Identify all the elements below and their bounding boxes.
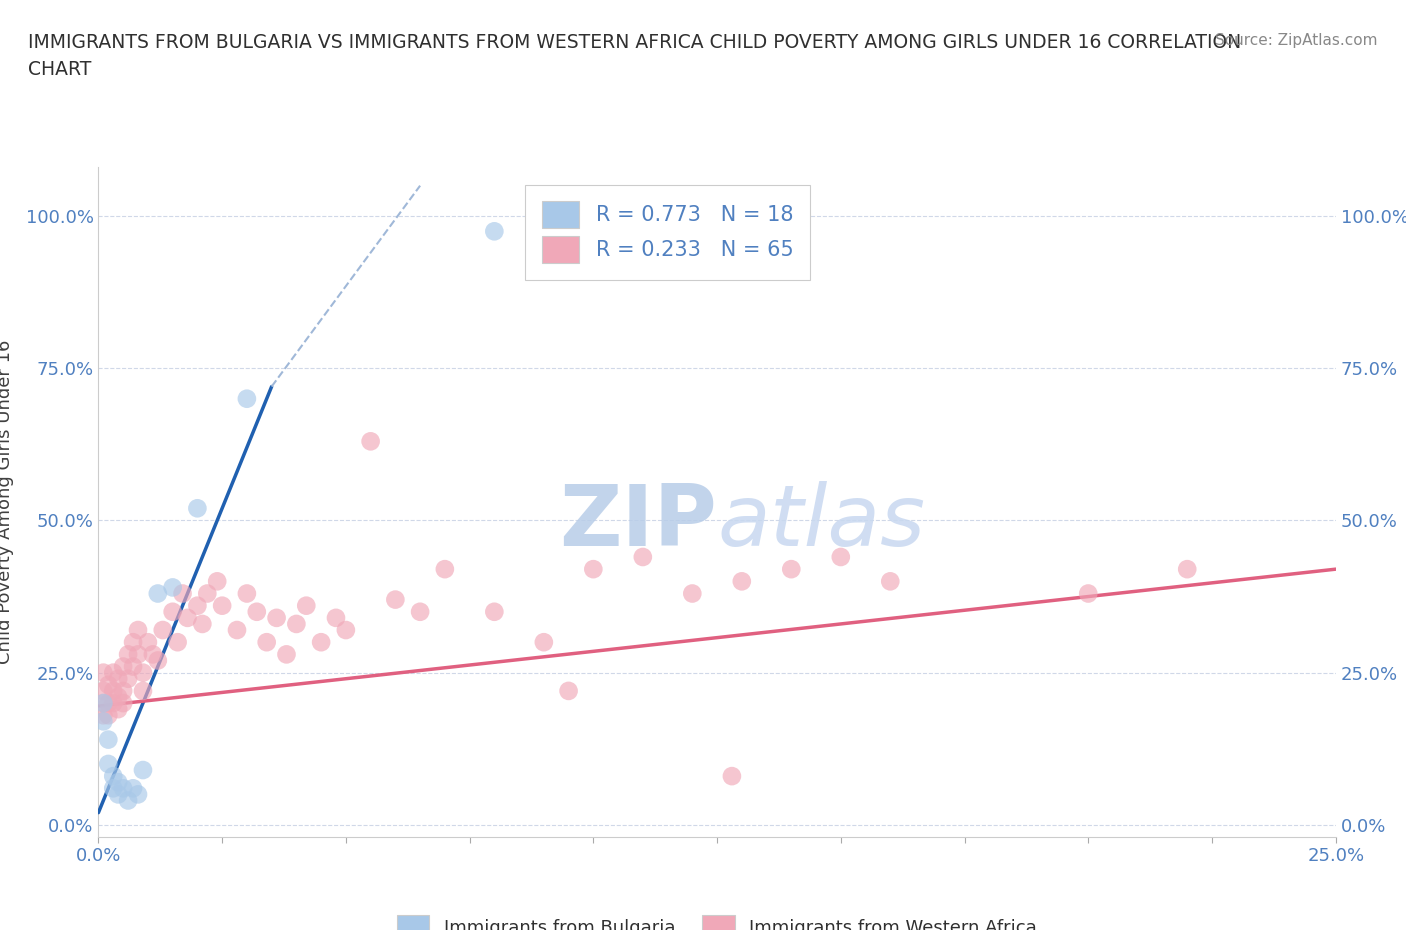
Point bbox=[103, 684, 125, 698]
Point bbox=[557, 684, 579, 698]
Point bbox=[172, 586, 194, 601]
Point bbox=[127, 622, 149, 637]
Point bbox=[93, 696, 115, 711]
Point bbox=[93, 708, 115, 723]
Point bbox=[285, 617, 308, 631]
Point bbox=[97, 677, 120, 692]
Point bbox=[879, 574, 901, 589]
Point bbox=[112, 684, 135, 698]
Point bbox=[276, 647, 298, 662]
Point bbox=[152, 622, 174, 637]
Point bbox=[484, 604, 506, 619]
Point bbox=[103, 696, 125, 711]
Point bbox=[162, 580, 184, 595]
Point bbox=[103, 769, 125, 784]
Text: atlas: atlas bbox=[717, 481, 925, 564]
Point bbox=[236, 586, 259, 601]
Point bbox=[107, 671, 129, 686]
Point bbox=[186, 598, 208, 613]
Point bbox=[107, 689, 129, 704]
Point bbox=[582, 562, 605, 577]
Point bbox=[1077, 586, 1099, 601]
Point bbox=[236, 392, 259, 406]
Point bbox=[256, 635, 278, 650]
Point bbox=[780, 562, 803, 577]
Point bbox=[132, 684, 155, 698]
Point bbox=[127, 787, 149, 802]
Point bbox=[295, 598, 318, 613]
Point bbox=[97, 696, 120, 711]
Point bbox=[117, 647, 139, 662]
Point bbox=[93, 665, 115, 680]
Point bbox=[93, 684, 115, 698]
Point bbox=[132, 665, 155, 680]
Point bbox=[211, 598, 233, 613]
Point bbox=[93, 696, 115, 711]
Point bbox=[830, 550, 852, 565]
Point bbox=[309, 635, 332, 650]
Point bbox=[384, 592, 406, 607]
Point bbox=[122, 659, 145, 674]
Point bbox=[409, 604, 432, 619]
Point bbox=[484, 224, 506, 239]
Point bbox=[631, 550, 654, 565]
Point bbox=[97, 732, 120, 747]
Point bbox=[246, 604, 269, 619]
Legend: Immigrants from Bulgaria, Immigrants from Western Africa: Immigrants from Bulgaria, Immigrants fro… bbox=[388, 907, 1046, 930]
Point bbox=[266, 610, 288, 625]
Point bbox=[176, 610, 198, 625]
Text: IMMIGRANTS FROM BULGARIA VS IMMIGRANTS FROM WESTERN AFRICA CHILD POVERTY AMONG G: IMMIGRANTS FROM BULGARIA VS IMMIGRANTS F… bbox=[28, 33, 1241, 51]
Point bbox=[112, 781, 135, 796]
Point bbox=[721, 769, 744, 784]
Point bbox=[112, 696, 135, 711]
Point bbox=[226, 622, 249, 637]
Point bbox=[122, 781, 145, 796]
Text: ZIP: ZIP bbox=[560, 481, 717, 564]
Point bbox=[195, 586, 218, 601]
Point bbox=[146, 653, 169, 668]
Point bbox=[533, 635, 555, 650]
Point bbox=[205, 574, 228, 589]
Point bbox=[103, 665, 125, 680]
Point bbox=[112, 659, 135, 674]
Point bbox=[103, 781, 125, 796]
Point bbox=[166, 635, 188, 650]
Y-axis label: Child Poverty Among Girls Under 16: Child Poverty Among Girls Under 16 bbox=[0, 340, 14, 664]
Point bbox=[146, 586, 169, 601]
Point bbox=[191, 617, 214, 631]
Point bbox=[136, 635, 159, 650]
Point bbox=[142, 647, 165, 662]
Point bbox=[1175, 562, 1198, 577]
Point bbox=[433, 562, 456, 577]
Point bbox=[186, 501, 208, 516]
Point bbox=[132, 763, 155, 777]
Text: CHART: CHART bbox=[28, 60, 91, 79]
Point bbox=[117, 793, 139, 808]
Text: Source: ZipAtlas.com: Source: ZipAtlas.com bbox=[1215, 33, 1378, 47]
Point bbox=[731, 574, 754, 589]
Point bbox=[107, 775, 129, 790]
Point bbox=[681, 586, 703, 601]
Point bbox=[93, 714, 115, 729]
Point bbox=[360, 434, 382, 449]
Point bbox=[107, 787, 129, 802]
Point bbox=[127, 647, 149, 662]
Point bbox=[97, 756, 120, 771]
Point bbox=[97, 708, 120, 723]
Point bbox=[162, 604, 184, 619]
Point bbox=[107, 702, 129, 717]
Point bbox=[122, 635, 145, 650]
Point bbox=[325, 610, 347, 625]
Point bbox=[117, 671, 139, 686]
Point bbox=[335, 622, 357, 637]
